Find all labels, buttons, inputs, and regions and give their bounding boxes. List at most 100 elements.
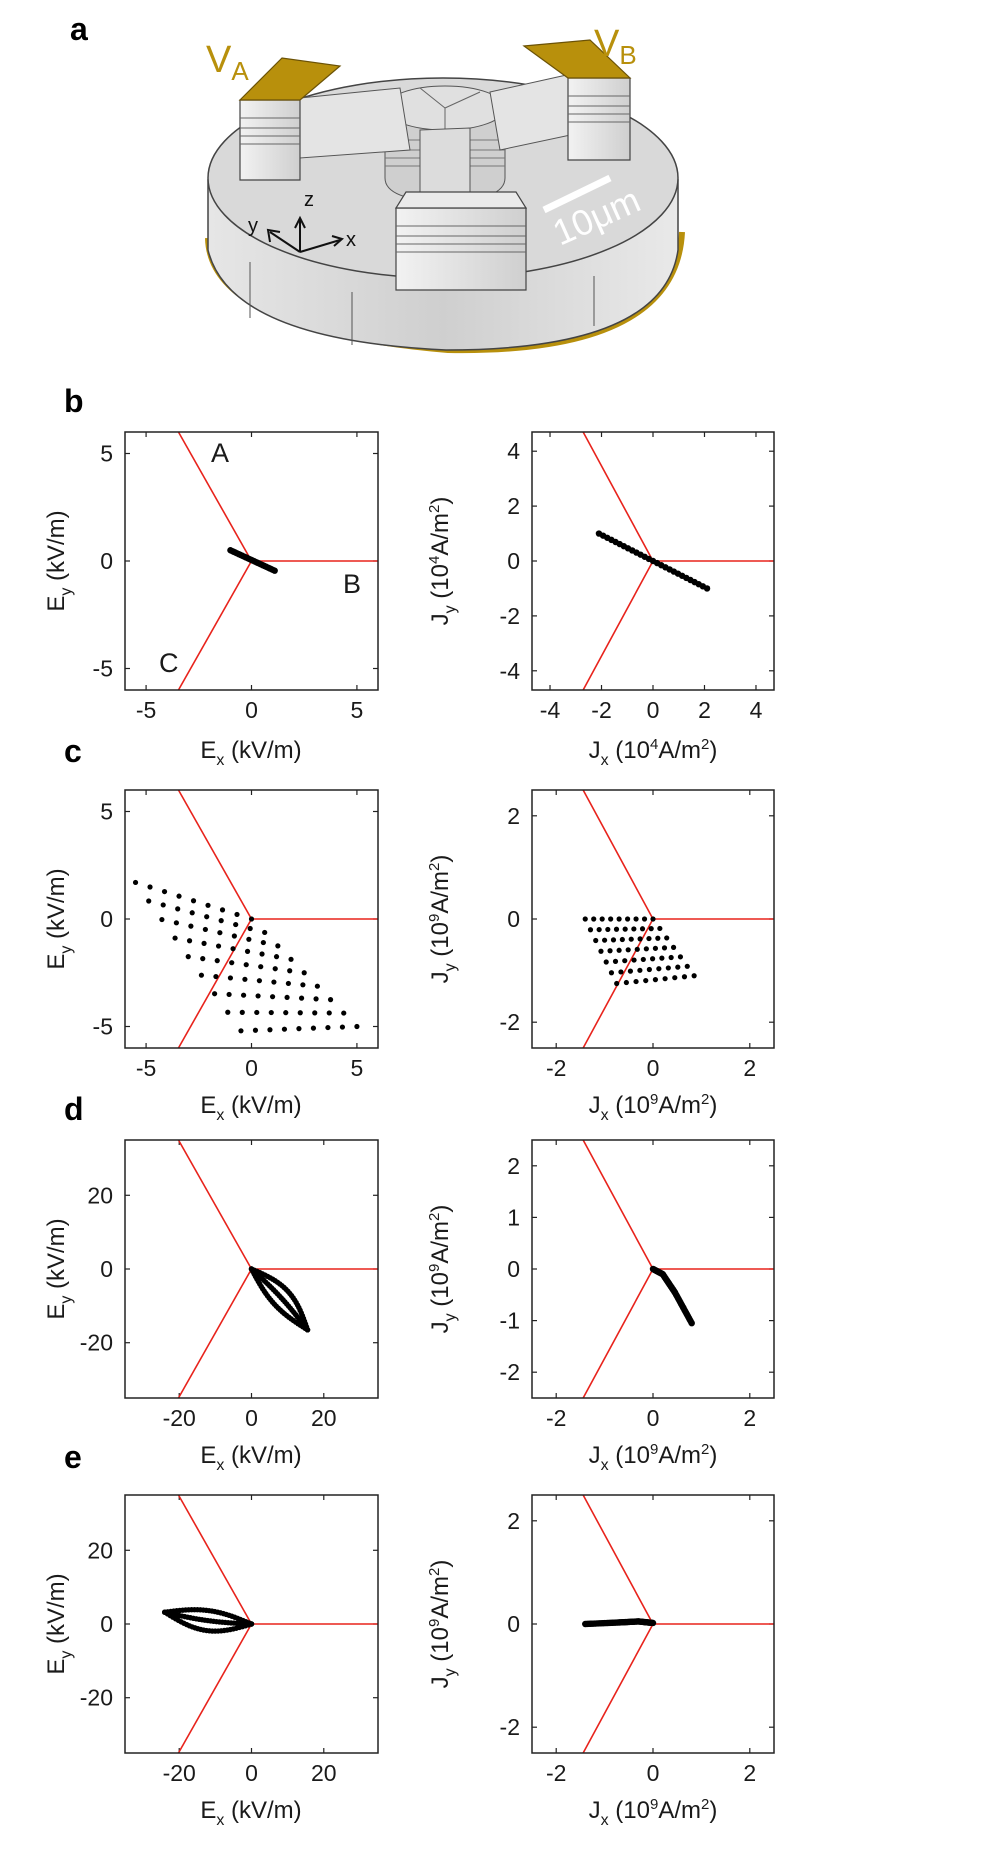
x-axis-label-c-left: Ex (kV/m) [200,1092,301,1124]
y-axis-label-c-left: Ey (kV/m) [43,868,75,969]
data-point-c-left-74 [275,943,281,949]
data-point-c-right-23 [619,936,625,943]
data-point-c-left-0 [132,879,139,886]
data-point-c-right-62 [691,973,697,979]
boundary-line-d-left-1 [177,1139,253,1270]
region-label-b: B [343,569,361,599]
y-tick-label-d-left-1: 0 [100,1256,113,1282]
data-point-c-left-65 [260,939,266,946]
data-point-c-left-72 [248,916,255,922]
data-point-c-right-41 [662,976,668,982]
block-b [567,77,631,161]
data-point-c-left-12 [186,938,193,944]
data-point-c-left-70 [326,1010,332,1016]
data-point-c-right-30 [628,936,634,942]
data-point-c-left-55 [233,921,239,928]
y-tick-label-c-right-2: 2 [507,803,520,829]
data-point-c-left-16 [239,1009,245,1015]
x-tick-label-e-right-0: -2 [546,1760,566,1786]
data-point-c-right-7 [591,916,597,922]
data-point-c-left-32 [242,976,248,982]
x-tick-label-d-right-1: 0 [647,1405,660,1431]
arm-a [299,87,411,159]
data-point-c-left-11 [173,920,179,926]
data-point-d-left-92 [304,1327,311,1333]
data-point-c-left-41 [256,978,263,984]
data-point-c-left-17 [252,1027,259,1033]
data-point-c-right-39 [649,956,656,962]
boundary-line-d-right-2 [582,1268,654,1399]
data-point-c-left-1 [146,898,152,904]
block-c [395,207,527,291]
x-tick-label-c-left-1: 0 [245,1055,258,1081]
data-point-c-right-8 [596,926,602,933]
y-tick-label-d-right-1: -1 [500,1308,520,1334]
data-point-c-right-16 [610,937,617,943]
data-point-c-left-62 [325,1024,331,1031]
data-point-c-right-6 [614,980,620,987]
data-point-c-left-7 [225,1009,231,1015]
data-point-c-left-22 [214,958,220,964]
x-tick-label-e-right-2: 2 [743,1760,756,1786]
y-tick-label-e-left-1: 0 [100,1611,113,1637]
axis-z-label: z [304,189,314,211]
data-point-c-left-37 [204,914,210,920]
boundary-line-d-left-2 [177,1268,253,1399]
data-point-c-left-64 [247,925,253,932]
data-point-c-left-10 [160,902,166,908]
data-point-c-left-49 [258,964,264,970]
data-point-c-left-14 [213,973,219,980]
data-point-c-right-10 [607,948,613,954]
data-point-c-right-25 [631,957,637,963]
plot-d-electric-field: -20 0 20 -20 0 20 [80,1139,379,1431]
x-axis-label-b-left: Ex (kV/m) [200,737,301,769]
data-point-c-left-25 [254,1009,260,1016]
y-tick-label-c-left-1: 0 [100,906,113,932]
data-point-c-right-37 [637,936,643,942]
data-point-c-right-2 [593,937,599,944]
data-point-c-right-55 [681,974,688,980]
data-point-c-left-45 [205,902,211,908]
arm-c [419,127,471,201]
y-tick-label-b-right-2: 0 [507,548,520,574]
data-point-c-left-36 [190,898,197,904]
plot-d-left-frame [124,1139,379,1399]
data-point-c-left-58 [272,966,278,972]
x-tick-label-c-left-2: 5 [351,1055,364,1081]
data-point-c-left-35 [281,1026,288,1032]
data-point-c-left-26 [267,1027,273,1033]
data-point-c-right-22 [613,926,620,932]
boundary-line-e-right-1 [582,1494,654,1625]
x-tick-label-c-right-2: 2 [743,1055,756,1081]
data-point-c-left-78 [327,997,334,1003]
data-point-c-right-43 [639,926,646,932]
data-point-c-right-1 [587,927,594,933]
plot-b-electric-field: -5 0 5 -5 0 5 A B C [93,431,379,723]
data-point-c-left-67 [287,968,293,974]
boundary-line-d-right-1 [582,1139,654,1270]
y-tick-label-d-right-3: 1 [507,1204,520,1230]
gold-pad-a [238,57,342,101]
y-tick-label-d-right-2: 0 [507,1256,520,1282]
data-point-c-right-14 [599,916,605,922]
data-point-c-left-68 [300,982,306,988]
data-point-e-left-92 [162,1609,168,1615]
data-point-c-left-63 [234,911,240,918]
data-point-c-right-50 [648,926,654,932]
data-point-c-left-6 [212,991,218,997]
plot-d-right-frame [531,1139,775,1399]
data-point-c-right-4 [603,959,609,965]
y-tick-label-b-right-4: 4 [507,438,520,464]
data-point-c-right-57 [657,925,663,932]
data-point-c-left-77 [314,983,320,989]
x-tick-label-b-right-3: 2 [698,697,711,723]
scale-bar [542,174,612,214]
y-tick-label-e-right-1: 0 [507,1611,520,1637]
x-tick-label-e-left-1: 0 [245,1760,258,1786]
data-point-c-right-32 [640,956,646,963]
data-point-c-right-51 [655,935,661,941]
data-point-c-left-5 [198,972,205,978]
terminal-vb-label: VB [594,23,637,70]
data-point-c-right-11 [612,958,619,964]
y-axis-label-b-right: Jy (104A/m2) [426,497,459,626]
